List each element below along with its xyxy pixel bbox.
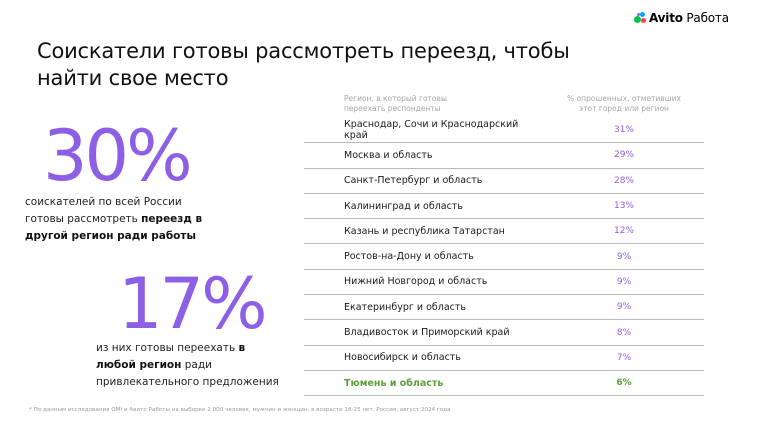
region-cell: Казань и республика Татарстан	[344, 225, 505, 237]
percent-cell: 9%	[616, 251, 632, 262]
region-cell: Калининград и область	[344, 200, 463, 212]
table-row: Москва и область 29%	[304, 143, 704, 169]
table-row: Владивосток и Приморский край 8%	[304, 320, 704, 346]
percent-cell: 12%	[613, 226, 634, 237]
footnote: * По данным исследования OMI и Авито Раб…	[29, 407, 451, 413]
avito-logo-icon	[634, 12, 646, 24]
percent-cell: 9%	[616, 276, 632, 287]
table-row: Санкт-Петербург и область 28%	[304, 169, 704, 194]
region-cell: Москва и область	[344, 149, 433, 161]
region-cell: Екатеринбург и область	[344, 301, 466, 313]
percent-cell: 8%	[616, 327, 632, 338]
stat-description: соискателей по всей России готовы рассмо…	[25, 196, 203, 242]
percent-cell: 29%	[613, 150, 634, 161]
stat-description: из них готовы переехать в любой регион р…	[96, 342, 279, 388]
table-row-highlighted: Тюмень и область 6%	[304, 371, 704, 397]
table-row: Нижний Новгород и область 9%	[304, 270, 704, 296]
table-header: Регион, в который готовы переехать респо…	[304, 94, 704, 118]
page-title: Соискатели готовы рассмотреть переезд, ч…	[37, 39, 570, 90]
region-cell: Новосибирск и область	[344, 352, 461, 364]
table-row: Новосибирск и область 7%	[304, 346, 704, 371]
table-row: Ростов-на-Дону и область 9%	[304, 244, 704, 270]
column-header-region: Регион, в который готовы переехать респо…	[344, 94, 447, 113]
percent-cell: 13%	[613, 201, 634, 212]
region-cell: Санкт-Петербург и область	[344, 175, 483, 187]
percent-cell: 9%	[616, 302, 632, 313]
region-cell: Тюмень и область	[344, 377, 444, 389]
percent-cell: 28%	[613, 175, 634, 186]
table-row: Калининград и область 13%	[304, 194, 704, 220]
region-cell: Нижний Новгород и область	[344, 276, 488, 288]
region-cell: Владивосток и Приморский край	[344, 327, 510, 339]
stat-value: 30%	[43, 115, 193, 197]
column-header-percent: % опрошенных, отметивших этот город или …	[567, 94, 681, 113]
percent-cell: 31%	[613, 125, 634, 136]
logo-text: Avito Работа	[649, 11, 729, 25]
avito-rabota-logo: Avito Работа	[634, 11, 729, 25]
table-row: Казань и республика Татарстан 12%	[304, 219, 704, 245]
regions-table: Регион, в который готовы переехать респо…	[304, 94, 704, 397]
region-cell: Краснодар, Сочи и Краснодарский край	[344, 119, 519, 142]
percent-cell: 7%	[616, 352, 632, 363]
stat-value: 17%	[118, 263, 268, 345]
percent-cell: 6%	[616, 378, 632, 389]
stat-block-any-region: 17% из них готовы переехать в любой реги…	[96, 268, 286, 391]
region-cell: Ростов-на-Дону и область	[344, 251, 474, 263]
table-row: Екатеринбург и область 9%	[304, 295, 704, 321]
stat-block-relocation: 30% соискателей по всей России готовы ра…	[25, 118, 205, 245]
table-row: Краснодар, Сочи и Краснодарский край 31%	[304, 118, 704, 144]
